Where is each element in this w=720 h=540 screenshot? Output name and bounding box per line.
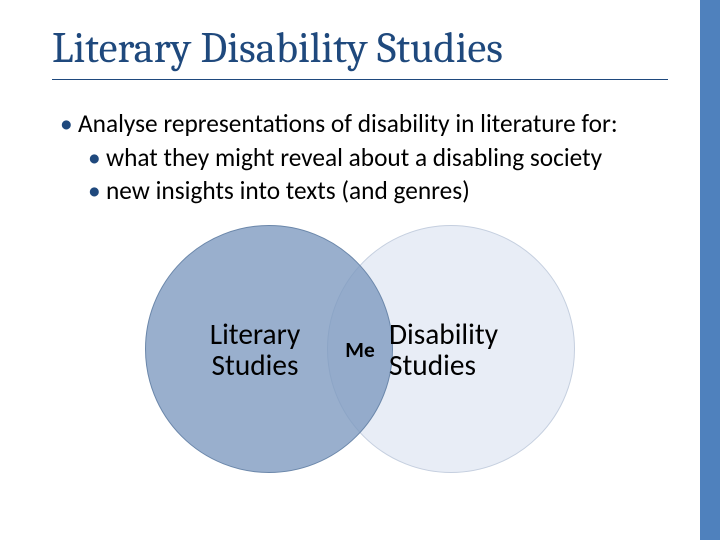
bullet-list: Analyse representations of disability in… xyxy=(60,108,668,207)
accent-bar xyxy=(700,0,720,540)
slide: Literary Disability Studies Analyse repr… xyxy=(0,0,720,540)
page-title: Literary Disability Studies xyxy=(52,24,668,80)
venn-diagram: Literary Studies Disability Studies Me xyxy=(145,225,575,473)
bullet-item: what they might reveal about a disabling… xyxy=(88,142,668,174)
venn-left-label-line2: Studies xyxy=(212,347,299,383)
venn-right-label-line2: Studies xyxy=(389,347,476,383)
bullet-item: Analyse representations of disability in… xyxy=(60,108,668,140)
venn-left-label: Literary Studies xyxy=(169,319,341,381)
venn-right-label: Disability Studies xyxy=(389,319,561,381)
bullet-item: new insights into texts (and genres) xyxy=(88,175,668,207)
venn-intersection-label: Me xyxy=(327,337,393,363)
